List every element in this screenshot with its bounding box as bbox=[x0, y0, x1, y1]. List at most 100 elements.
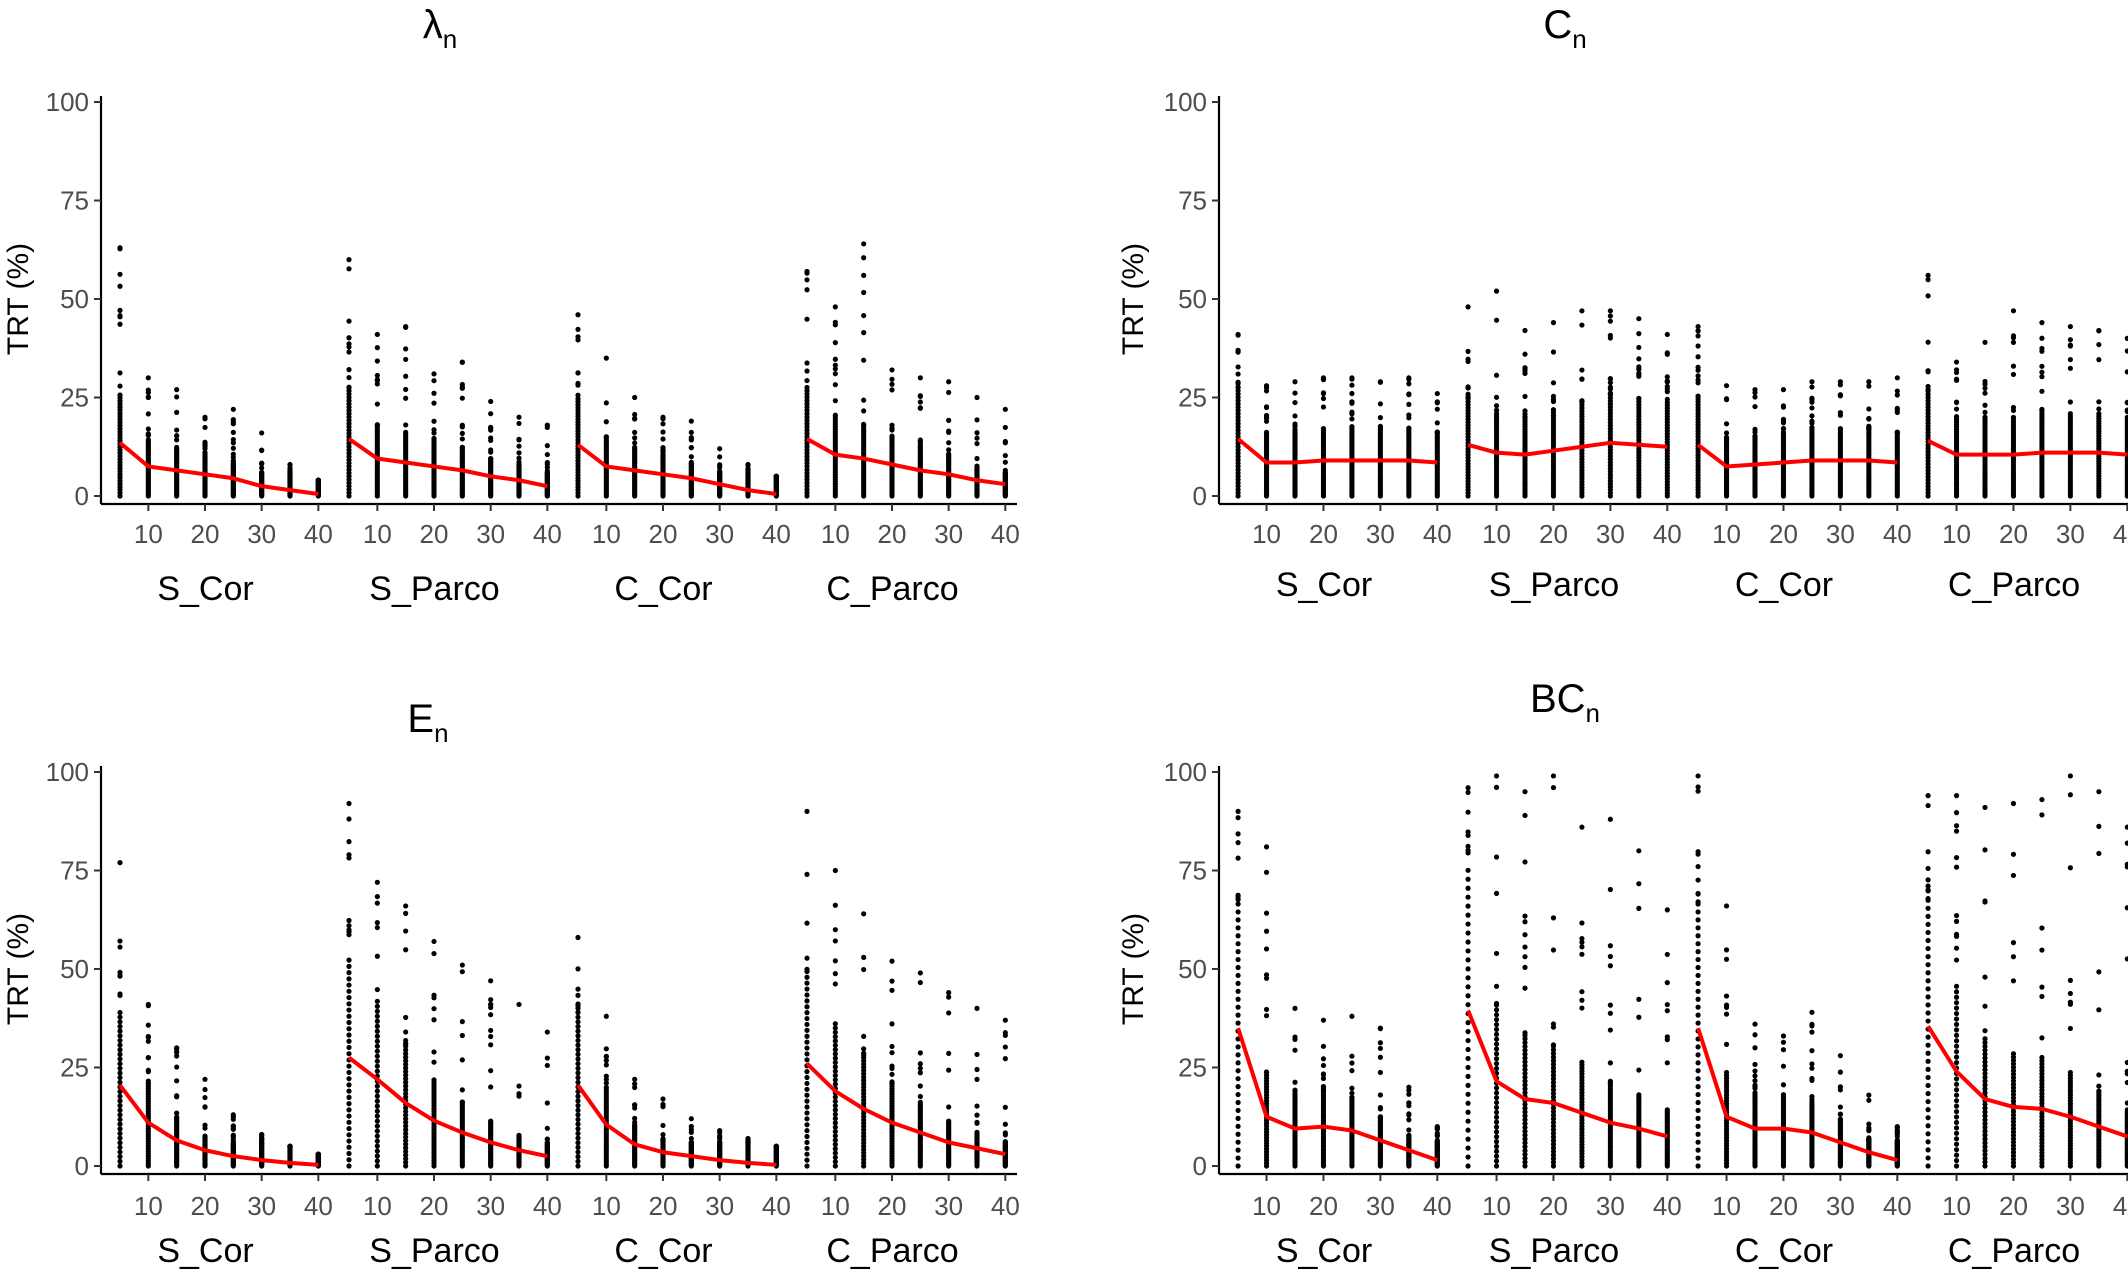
data-point bbox=[575, 1065, 581, 1071]
data-point bbox=[1465, 789, 1471, 796]
data-point bbox=[1550, 380, 1557, 386]
data-point bbox=[575, 1014, 581, 1020]
data-point bbox=[1465, 1091, 1471, 1097]
data-point bbox=[804, 1163, 810, 1169]
data-point bbox=[1493, 784, 1500, 790]
data-point bbox=[117, 1093, 123, 1099]
x-tick-label: 30 bbox=[1366, 519, 1395, 549]
x-tick-label: 10 bbox=[1252, 519, 1281, 549]
data-point bbox=[688, 437, 694, 443]
data-point bbox=[804, 920, 810, 926]
facet-c-cor: 10 20 30 40C_Cor bbox=[559, 934, 791, 1270]
data-point-max bbox=[1320, 375, 1327, 381]
data-point bbox=[431, 992, 437, 998]
data-point bbox=[1465, 957, 1471, 963]
data-point bbox=[1235, 1068, 1241, 1074]
data-point bbox=[202, 441, 208, 447]
data-point-max bbox=[544, 1029, 550, 1035]
data-point bbox=[2010, 414, 2017, 420]
data-point bbox=[488, 1068, 494, 1074]
data-point bbox=[632, 411, 638, 418]
data-point bbox=[1320, 426, 1327, 432]
data-point bbox=[1465, 921, 1471, 927]
mean-line bbox=[118, 1084, 319, 1167]
data-point bbox=[1465, 809, 1471, 815]
x-tick-label: 10 bbox=[1712, 519, 1741, 549]
data-point bbox=[346, 344, 352, 350]
data-point bbox=[346, 994, 352, 1001]
data-point bbox=[1002, 1044, 1008, 1050]
data-point bbox=[1607, 318, 1613, 324]
data-point bbox=[688, 1123, 694, 1130]
data-point bbox=[575, 1033, 581, 1039]
data-point bbox=[1607, 380, 1613, 386]
data-point bbox=[259, 465, 265, 471]
data-point bbox=[1493, 854, 1500, 860]
data-point bbox=[346, 367, 352, 373]
data-point bbox=[403, 1163, 409, 1169]
data-point bbox=[804, 1151, 810, 1157]
data-point bbox=[1809, 384, 1815, 390]
data-point-max bbox=[717, 1127, 723, 1134]
data-point bbox=[2124, 348, 2128, 354]
data-point bbox=[575, 1047, 581, 1053]
data-point bbox=[202, 1094, 208, 1101]
data-point bbox=[804, 966, 810, 972]
x-tick-label: 40 bbox=[533, 1191, 562, 1221]
data-point-max bbox=[346, 800, 352, 807]
data-point bbox=[374, 1138, 380, 1144]
data-point-max bbox=[145, 375, 151, 381]
data-point bbox=[1292, 390, 1298, 396]
data-point bbox=[1493, 983, 1500, 989]
y-axis-label: TRT (%) bbox=[1117, 243, 1150, 355]
mean-line bbox=[347, 1056, 548, 1159]
facet-label: S_Cor bbox=[157, 1232, 253, 1270]
data-point bbox=[488, 455, 494, 462]
data-point bbox=[374, 998, 380, 1004]
data-point bbox=[403, 429, 409, 435]
data-points bbox=[804, 808, 1008, 1169]
data-point-max bbox=[632, 1076, 638, 1082]
data-point bbox=[1493, 1031, 1500, 1037]
data-point bbox=[1406, 425, 1412, 431]
data-point bbox=[1002, 459, 1008, 465]
data-point bbox=[575, 370, 581, 376]
data-point bbox=[287, 468, 293, 474]
data-point bbox=[917, 979, 923, 986]
data-point bbox=[346, 1113, 352, 1119]
data-point bbox=[174, 409, 180, 415]
data-point bbox=[861, 954, 867, 960]
data-point bbox=[403, 1137, 409, 1144]
data-point bbox=[346, 988, 352, 994]
data-point bbox=[1235, 1123, 1241, 1129]
data-point bbox=[575, 1144, 581, 1150]
data-point-max bbox=[431, 938, 437, 945]
data-point bbox=[946, 1104, 952, 1110]
data-point bbox=[1292, 1089, 1298, 1095]
data-point bbox=[1695, 333, 1701, 339]
data-point bbox=[946, 1050, 952, 1057]
data-point bbox=[660, 429, 666, 435]
data-point bbox=[374, 1028, 380, 1034]
data-point bbox=[117, 1112, 123, 1118]
data-point bbox=[117, 392, 123, 398]
data-point bbox=[259, 1139, 265, 1145]
data-point bbox=[1664, 396, 1670, 403]
data-point-max bbox=[403, 903, 409, 909]
data-point bbox=[946, 428, 952, 434]
data-point bbox=[889, 1021, 895, 1027]
data-point bbox=[488, 1001, 494, 1007]
data-point bbox=[2067, 411, 2073, 417]
data-point bbox=[1982, 409, 1988, 415]
data-point-max bbox=[259, 1131, 265, 1138]
data-point bbox=[1522, 932, 1528, 938]
data-point bbox=[1522, 919, 1528, 925]
data-point bbox=[575, 1019, 581, 1025]
data-point bbox=[1235, 384, 1241, 390]
data-point bbox=[346, 1044, 352, 1051]
data-point bbox=[1465, 1037, 1471, 1044]
data-point bbox=[804, 384, 810, 391]
data-point bbox=[1292, 421, 1298, 427]
data-point bbox=[575, 1130, 581, 1137]
data-point bbox=[946, 389, 952, 396]
